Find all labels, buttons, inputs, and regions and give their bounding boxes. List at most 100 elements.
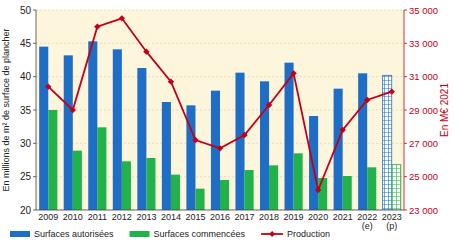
bar xyxy=(171,175,180,210)
bar xyxy=(260,81,269,210)
bar xyxy=(73,151,82,210)
tick-label: 2022(e) xyxy=(357,212,377,231)
bar xyxy=(39,47,48,210)
tick-label: 45 xyxy=(20,38,32,49)
axis-title: En M€ 2021 xyxy=(439,83,450,137)
bar xyxy=(48,110,57,210)
bar xyxy=(367,167,376,210)
tick xyxy=(33,76,36,77)
marker xyxy=(217,145,223,151)
tick xyxy=(404,143,407,144)
plot-area xyxy=(36,10,404,210)
marker xyxy=(94,23,100,29)
axis xyxy=(36,10,37,210)
tick xyxy=(404,110,407,111)
tick-label: 2012 xyxy=(112,212,132,222)
tick xyxy=(404,10,407,11)
axis xyxy=(404,10,405,210)
bar xyxy=(235,73,244,210)
tick-label: 30 xyxy=(20,138,32,149)
bar xyxy=(88,41,97,210)
marks xyxy=(39,15,401,210)
tick-label: 35 000 xyxy=(409,5,438,16)
chart: 20 25 30 35 40 45 50 23 000 25 000 27 000 29 000 31… xyxy=(0,0,454,241)
bar xyxy=(269,165,278,210)
marker xyxy=(45,83,51,89)
marker xyxy=(143,48,149,54)
tick-label: 2011 xyxy=(88,212,107,222)
tick-label: 2020 xyxy=(308,212,328,222)
marker xyxy=(266,102,272,108)
tick xyxy=(33,143,36,144)
line xyxy=(48,18,391,190)
tick xyxy=(33,10,36,11)
tick-label: 50 xyxy=(20,5,32,16)
tick-label: 2015 xyxy=(185,212,205,222)
marker xyxy=(290,70,296,76)
tick-label: 25 xyxy=(20,171,32,182)
marker xyxy=(192,137,198,143)
tick xyxy=(33,210,36,211)
tick-label: 35 xyxy=(20,105,32,116)
tick-label: 33 000 xyxy=(409,38,438,49)
tick-label: 29 000 xyxy=(409,105,438,116)
tick xyxy=(33,110,36,111)
legend-label: Surfaces commencées xyxy=(154,229,246,239)
axis xyxy=(36,210,404,211)
bar xyxy=(195,189,204,210)
bar xyxy=(211,91,220,210)
bar xyxy=(285,63,294,210)
tick-label: 2013 xyxy=(136,212,156,222)
tick-label: 27 000 xyxy=(409,138,438,149)
tick-label: 2014 xyxy=(161,212,181,222)
bar xyxy=(358,73,367,210)
marker xyxy=(315,187,321,193)
marker xyxy=(241,132,247,138)
grid-line xyxy=(36,210,404,211)
bar xyxy=(162,102,171,210)
legend-item: Production xyxy=(261,229,330,239)
tick xyxy=(404,76,407,77)
legend-label: Surfaces autorisées xyxy=(34,229,114,239)
tick-label: 31 000 xyxy=(409,71,438,82)
bar xyxy=(137,68,146,210)
tick-label: 2023(p) xyxy=(382,212,402,231)
grid-line xyxy=(36,10,404,11)
legend-label: Production xyxy=(287,229,330,239)
tick-label: 20 xyxy=(20,205,32,216)
bar xyxy=(146,158,155,210)
tick-label: 2021 xyxy=(333,212,353,222)
tick-label: 2018 xyxy=(259,212,279,222)
tick-label: 25 000 xyxy=(409,171,438,182)
tick-label: 2019 xyxy=(284,212,304,222)
bar xyxy=(113,49,122,210)
bar xyxy=(318,178,327,210)
tick xyxy=(33,176,36,177)
tick xyxy=(404,176,407,177)
marker xyxy=(70,107,76,113)
marker xyxy=(168,78,174,84)
tick xyxy=(33,43,36,44)
bar xyxy=(245,170,254,210)
tick-label: 23 000 xyxy=(409,205,438,216)
tick-label: 2017 xyxy=(235,212,255,222)
legend-item: Surfaces autorisées xyxy=(10,229,114,239)
bar xyxy=(64,55,73,210)
tick-label: 2010 xyxy=(63,212,83,222)
tick-label: 2016 xyxy=(210,212,230,222)
tick-label: 40 xyxy=(20,71,32,82)
bar xyxy=(343,176,352,210)
marker xyxy=(389,88,395,94)
bar xyxy=(220,180,229,210)
tick-label: 2009 xyxy=(38,212,58,222)
bar xyxy=(392,165,401,210)
tick xyxy=(404,210,407,211)
legend-item: Surfaces commencées xyxy=(130,229,246,239)
marker xyxy=(364,97,370,103)
bar xyxy=(309,116,318,210)
marker xyxy=(339,127,345,133)
bar xyxy=(97,127,106,210)
bar xyxy=(122,161,131,210)
axis-title: En millions de m² de surface de plancher xyxy=(1,28,11,191)
bar xyxy=(383,75,392,210)
